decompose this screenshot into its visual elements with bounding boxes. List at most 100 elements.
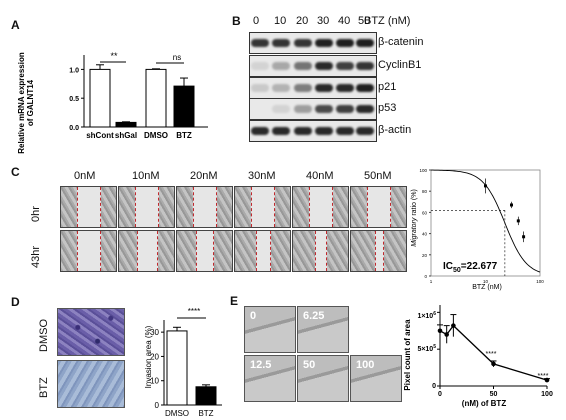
panel-c-point: [510, 203, 514, 207]
panel-c-point: [484, 184, 487, 188]
blot-band: [356, 84, 374, 92]
panel-e-point: [491, 361, 496, 367]
wound-gap: [193, 187, 217, 227]
scratch-photo: 0: [244, 306, 296, 353]
panel-c-ic50: IC50=22.677: [443, 261, 498, 274]
panel-c-ytick-label: 0: [424, 274, 427, 279]
blot-band: [356, 39, 374, 47]
row-label-dmso: DMSO: [38, 319, 50, 352]
invasion-photo-btz: [57, 360, 125, 408]
wound-gap: [196, 231, 214, 271]
wound-gap: [367, 187, 391, 227]
panel-e-sig-1: ****: [486, 351, 497, 358]
panel-e-ylabel: Pixel count of area: [403, 319, 412, 391]
panel-c-frame: [430, 169, 541, 277]
blot-band: [294, 127, 312, 135]
panel-a-category-label: shGal: [115, 131, 137, 140]
panel-e-point: [444, 332, 449, 337]
protein-label: β-actin: [378, 124, 412, 136]
blot-band: [315, 127, 333, 135]
panel-a-ytick-label: 0.5: [69, 96, 79, 103]
wound-photo: [176, 186, 233, 228]
scratch-photo: 50: [297, 355, 349, 402]
blot-band: [356, 105, 374, 113]
panel-d-ylabel: Invasion area (%): [144, 325, 153, 388]
row-label-0hr: 0hr: [30, 206, 42, 222]
dose-label: 0: [253, 15, 260, 27]
panel-a-bar: [115, 121, 137, 128]
wound-dose-label: 40nM: [306, 170, 334, 182]
panel-label-a: A: [11, 18, 20, 32]
panel-a-bar: [89, 68, 111, 128]
panel-a-bar: [173, 85, 195, 128]
panel-e-xtick-label: 0: [438, 391, 442, 398]
blot-band: [356, 127, 374, 135]
panel-d-sig: ****: [188, 307, 200, 316]
scratch-photo: 100: [350, 355, 402, 402]
panel-a-ytick-label: 1.0: [69, 67, 79, 74]
panel-c-xtick-label: 100: [536, 279, 544, 284]
dose-label: 30: [317, 15, 330, 27]
blot-band: [272, 127, 290, 135]
wound-dose-label: 30nM: [248, 170, 276, 182]
scratch-photo-label: 6.25: [303, 310, 325, 322]
panel-c-ytick-label: 60: [422, 210, 428, 215]
panel-a-sig-1: **: [110, 51, 118, 61]
scratch-photo-label: 12.5: [250, 359, 272, 371]
wound-photo: [60, 186, 117, 228]
panel-a-ylabel: Relative mRNA expression: [17, 52, 26, 154]
panel-c-ytick-label: 100: [419, 168, 427, 173]
panel-d-bar: [166, 330, 188, 406]
protein-label: p53: [378, 102, 397, 114]
blot-strip: [249, 32, 377, 54]
panel-a-category-label: DMSO: [144, 131, 168, 140]
panel-d-category-label: BTZ: [198, 409, 213, 418]
blot-band: [336, 127, 354, 135]
panel-a-ytick-label: 0.0: [69, 125, 79, 132]
blot-band: [315, 62, 333, 70]
wound-dose-label: 50nM: [364, 170, 392, 182]
wound-photo: [234, 230, 291, 272]
wound-photo: [292, 186, 349, 228]
wound-photo: [350, 230, 407, 272]
wound-photo: [234, 186, 291, 228]
panel-c-ytick-label: 80: [422, 189, 428, 194]
blot-band: [336, 39, 354, 47]
blot-band: [336, 105, 354, 113]
blot-band: [294, 84, 312, 92]
panel-e-series-line: [439, 324, 548, 381]
wound-gap: [135, 187, 159, 227]
scratch-photo-label: 0: [250, 310, 257, 322]
panel-e-ytick-1e6: 1×106: [417, 311, 436, 320]
panel-e-xlabel: (nM) of BTZ: [462, 399, 507, 408]
wound-gap: [251, 187, 275, 227]
panel-d-ytick-label: 30: [150, 328, 159, 337]
wound-photo: [176, 230, 233, 272]
blot-band: [251, 84, 269, 92]
wound-gap: [77, 187, 101, 227]
wound-gap: [255, 231, 271, 271]
panel-c-fit-curve: [431, 169, 541, 273]
scratch-photo-label: 100: [356, 359, 375, 371]
blot-strip: [249, 98, 377, 120]
blot-band: [251, 127, 269, 135]
panel-c-point: [522, 235, 526, 239]
panel-c-ylabel: Migratory ratio (%): [411, 189, 418, 247]
protein-label: p21: [378, 81, 397, 93]
panel-e-point: [437, 328, 443, 334]
blot-strip: [249, 77, 377, 99]
panel-a-ylabel-2: of GALNT14: [26, 79, 35, 126]
scratch-photo-label: 50: [303, 359, 316, 371]
blot-band: [251, 105, 269, 113]
blot-band: [336, 84, 354, 92]
blot-band: [336, 62, 354, 70]
wound-gap: [374, 231, 384, 271]
panel-label-b: B: [232, 14, 241, 28]
panel-e-point: [451, 323, 456, 328]
panel-label-e: E: [230, 294, 239, 308]
panel-a-bar: [145, 68, 167, 128]
blot-band: [315, 84, 333, 92]
panel-label-d: D: [11, 295, 20, 309]
invasion-photo-dmso: [57, 308, 125, 356]
wound-photo: [350, 186, 407, 228]
